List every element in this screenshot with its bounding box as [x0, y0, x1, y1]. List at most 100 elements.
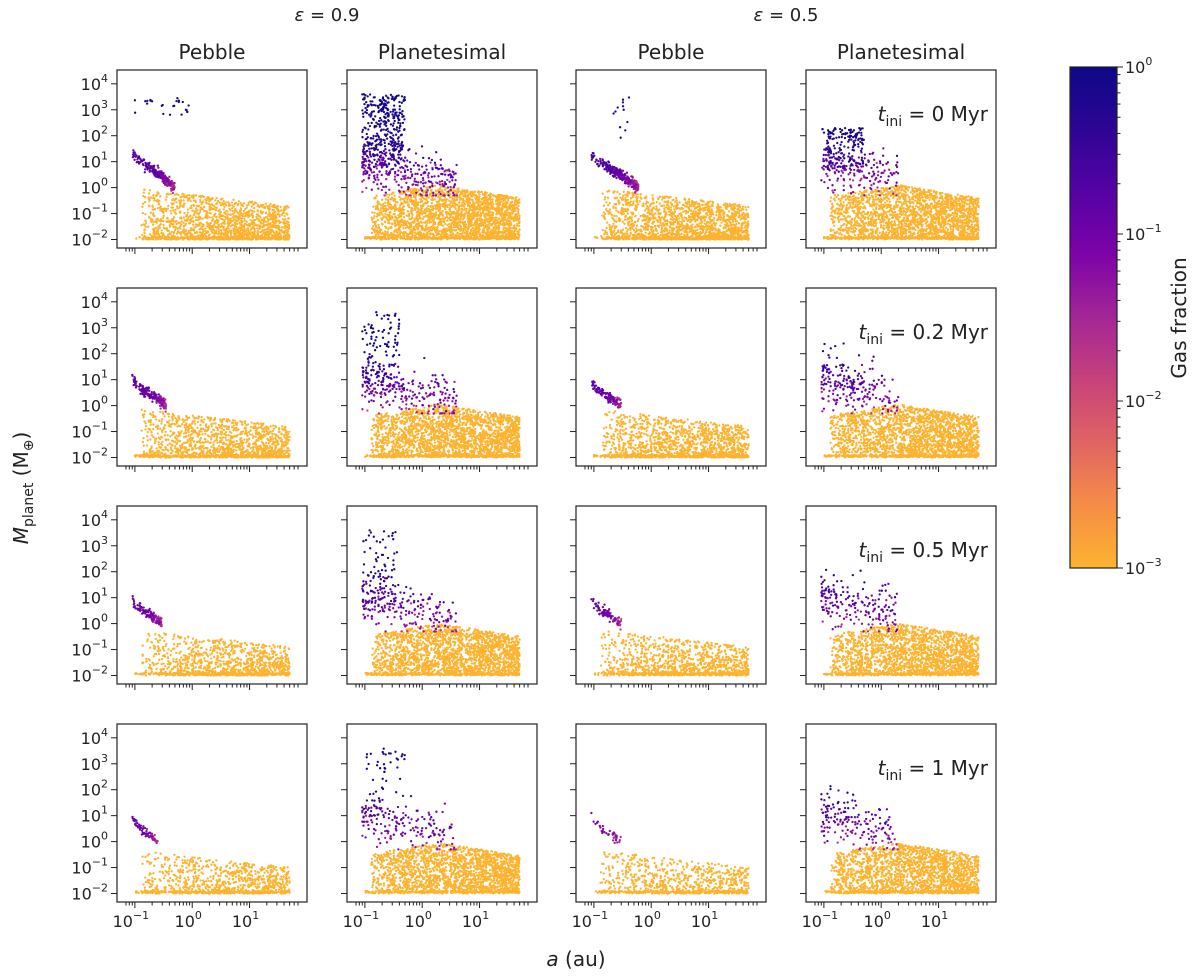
data-point [375, 167, 378, 170]
data-point [471, 190, 474, 193]
data-point [450, 200, 453, 203]
data-point [384, 215, 387, 218]
data-point [444, 210, 447, 214]
data-point [478, 193, 481, 196]
data-point [517, 208, 520, 211]
data-point [441, 173, 444, 176]
data-point [481, 201, 484, 204]
data-point [432, 224, 435, 227]
data-point [242, 212, 245, 216]
data-point [418, 214, 421, 217]
data-point [514, 232, 517, 236]
data-point [162, 112, 165, 116]
data-point [425, 191, 428, 194]
data-point [499, 231, 502, 234]
group-header-0: ε = 0.9 [295, 5, 360, 26]
data-point [275, 230, 278, 233]
data-point [509, 222, 512, 225]
data-point [175, 205, 179, 208]
data-point [143, 228, 146, 231]
data-point [505, 208, 509, 211]
data-point [422, 191, 425, 194]
data-point [166, 235, 169, 238]
data-point [403, 170, 407, 174]
data-point [475, 234, 478, 237]
data-point [167, 182, 171, 185]
data-point [403, 219, 406, 222]
data-point [429, 233, 432, 236]
data-point [226, 225, 230, 228]
data-point [459, 190, 463, 194]
data-point [132, 151, 135, 154]
data-point [376, 176, 379, 179]
data-point [483, 226, 486, 229]
data-point [376, 214, 380, 217]
data-point [247, 209, 251, 213]
data-point [149, 219, 153, 222]
data-point [177, 100, 180, 104]
data-point [376, 183, 379, 186]
data-point [256, 234, 260, 237]
data-point [158, 226, 162, 230]
data-point [374, 233, 378, 236]
data-point [214, 236, 218, 240]
data-point [448, 229, 452, 233]
data-point [508, 203, 511, 206]
data-point [204, 209, 207, 213]
data-point [237, 227, 241, 230]
data-point [428, 186, 432, 189]
data-point [414, 183, 418, 187]
data-point [199, 206, 203, 209]
data-point [152, 223, 155, 226]
data-point [260, 211, 263, 214]
data-point [446, 237, 449, 240]
data-point [266, 204, 269, 208]
data-point [285, 238, 288, 241]
data-point [221, 203, 224, 206]
data-point [394, 230, 397, 233]
data-point [143, 171, 146, 174]
data-point [132, 154, 136, 158]
data-point [443, 181, 447, 184]
data-point [503, 237, 507, 240]
data-point [456, 212, 460, 215]
data-point [239, 238, 242, 241]
data-point [414, 228, 417, 231]
data-point [193, 235, 197, 238]
data-point [230, 235, 233, 238]
data-point [443, 227, 446, 230]
data-point [153, 199, 156, 202]
data-point [389, 197, 392, 201]
data-point [512, 227, 515, 230]
data-point [223, 215, 227, 218]
data-point [362, 172, 365, 176]
data-point [480, 220, 483, 223]
data-point [143, 168, 147, 171]
data-point [377, 234, 380, 237]
data-point [392, 199, 395, 202]
data-point [396, 234, 399, 237]
data-point [443, 218, 446, 221]
data-point [518, 233, 521, 236]
data-point [420, 165, 424, 168]
data-point [253, 201, 256, 204]
data-point [178, 226, 181, 230]
data-point [439, 164, 442, 167]
data-point [419, 220, 423, 223]
data-point [142, 158, 145, 161]
data-point [465, 209, 468, 213]
data-point [452, 185, 455, 189]
data-point [364, 164, 367, 167]
data-point [157, 192, 160, 195]
data-point [505, 235, 509, 238]
column-title-1: Planetesimal [378, 40, 506, 64]
data-point [397, 226, 401, 230]
data-point [162, 210, 165, 213]
data-point [446, 223, 449, 226]
data-point [186, 213, 189, 217]
data-point [454, 212, 457, 215]
data-point [257, 215, 261, 218]
data-point [209, 199, 212, 202]
data-point [518, 201, 521, 204]
data-point [451, 170, 454, 173]
